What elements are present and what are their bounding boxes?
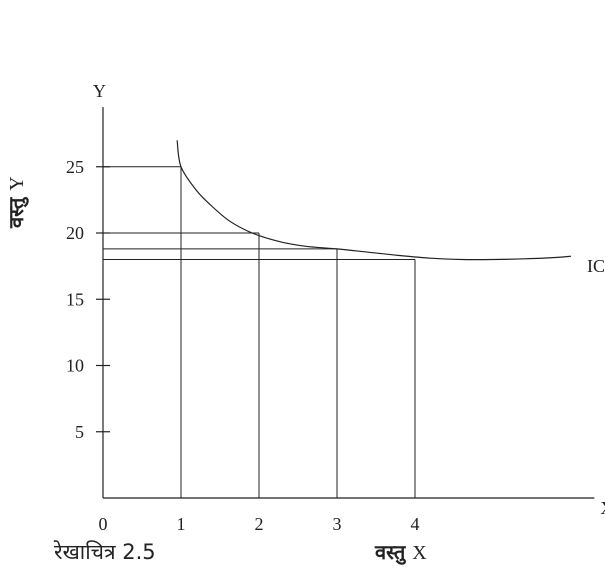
tick-labels: 5 10 15 20 25 0 1 2 3 4 — [66, 157, 420, 534]
y-tick-label: 10 — [66, 356, 84, 376]
y-axis-title-text: वस्तु — [4, 197, 28, 228]
x-axis-title-text: वस्तु — [375, 540, 406, 564]
curve-layer — [176, 140, 572, 261]
x-axis-end-label: X — [600, 498, 605, 518]
y-tick-label: 15 — [66, 289, 84, 309]
x-tick-label: 2 — [255, 514, 264, 534]
y-tick-label: 20 — [66, 223, 84, 243]
x-axis-title: वस्तु X — [375, 538, 427, 565]
point-guide-lines — [103, 166, 416, 498]
y-axis-title: वस्तु Y — [2, 176, 29, 228]
y-tick-label: 25 — [66, 157, 84, 177]
x-tick-label: 3 — [333, 514, 342, 534]
x-axis-title-letter: X — [412, 542, 427, 564]
indifference-curve-line — [176, 140, 572, 261]
axes — [102, 107, 595, 499]
y-tick-label: 5 — [75, 422, 84, 442]
x-tick-label: 1 — [177, 514, 186, 534]
y-axis-end-label: Y — [93, 81, 106, 101]
y-axis-title-letter: Y — [6, 176, 28, 191]
figure-caption: रेखाचित्र 2.5 — [54, 540, 156, 564]
x-tick-label: 0 — [99, 514, 108, 534]
series-label-ic: IC — [587, 256, 605, 276]
x-tick-label: 4 — [411, 514, 420, 534]
